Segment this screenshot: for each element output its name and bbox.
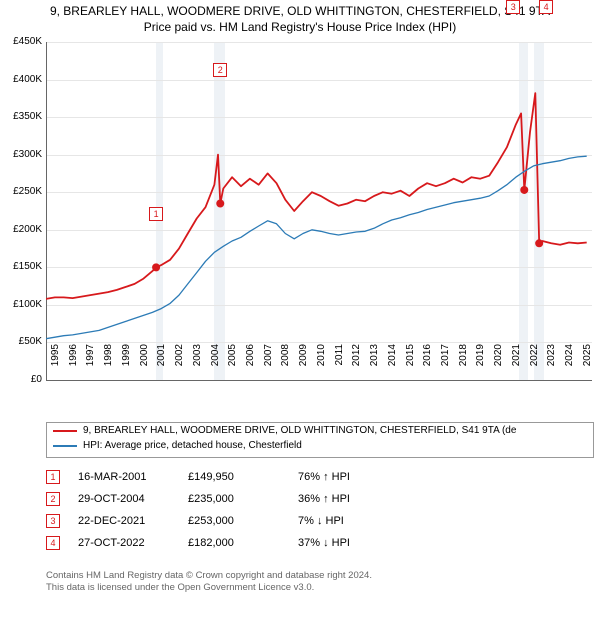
transaction-date: 27-OCT-2022 bbox=[78, 537, 188, 549]
legend-label: 9, BREARLEY HALL, WOODMERE DRIVE, OLD WH… bbox=[83, 425, 516, 436]
transaction-date: 16-MAR-2001 bbox=[78, 471, 188, 483]
y-tick-label: £200K bbox=[2, 224, 42, 235]
y-tick-label: £350K bbox=[2, 111, 42, 122]
legend-item: HPI: Average price, detached house, Ches… bbox=[47, 438, 593, 453]
y-tick-label: £300K bbox=[2, 149, 42, 160]
transaction-date: 22-DEC-2021 bbox=[78, 515, 188, 527]
transaction-date: 29-OCT-2004 bbox=[78, 493, 188, 505]
chart-svg bbox=[46, 42, 592, 380]
transaction-price: £182,000 bbox=[188, 537, 298, 549]
transaction-row-marker: 2 bbox=[46, 492, 60, 506]
transaction-delta: 76% ↑ HPI bbox=[298, 471, 418, 483]
data-attribution: Contains HM Land Registry data © Crown c… bbox=[46, 570, 372, 595]
x-axis bbox=[46, 380, 592, 381]
y-tick-label: £250K bbox=[2, 186, 42, 197]
transaction-row-marker: 1 bbox=[46, 470, 60, 484]
y-tick-label: £100K bbox=[2, 299, 42, 310]
chart-title-line2: Price paid vs. HM Land Registry's House … bbox=[0, 20, 600, 34]
transaction-dot bbox=[216, 199, 224, 207]
y-tick-label: £0 bbox=[2, 374, 42, 385]
transaction-dot bbox=[520, 186, 528, 194]
legend: 9, BREARLEY HALL, WOODMERE DRIVE, OLD WH… bbox=[46, 422, 594, 458]
legend-item: 9, BREARLEY HALL, WOODMERE DRIVE, OLD WH… bbox=[47, 423, 593, 438]
transaction-marker-label: 4 bbox=[539, 0, 553, 14]
legend-swatch bbox=[53, 430, 77, 432]
transactions-table: 1 16-MAR-2001£149,95076% ↑ HPI 2 29-OCT-200… bbox=[46, 466, 418, 554]
transaction-row-marker: 4 bbox=[46, 536, 60, 550]
y-tick-label: £450K bbox=[2, 36, 42, 47]
transaction-marker-label: 2 bbox=[213, 63, 227, 77]
transaction-row: 4 27-OCT-2022£182,00037% ↓ HPI bbox=[46, 532, 418, 554]
transaction-dot bbox=[152, 263, 160, 271]
footer-line1: Contains HM Land Registry data © Crown c… bbox=[46, 570, 372, 582]
transaction-price: £253,000 bbox=[188, 515, 298, 527]
y-tick-label: £150K bbox=[2, 261, 42, 272]
chart-plot-area: £0£50K£100K£150K£200K£250K£300K£350K£400… bbox=[46, 42, 592, 380]
transaction-marker-label: 1 bbox=[149, 207, 163, 221]
y-tick-label: £50K bbox=[2, 336, 42, 347]
legend-swatch bbox=[53, 445, 77, 447]
transaction-delta: 7% ↓ HPI bbox=[298, 515, 418, 527]
transaction-marker-label: 3 bbox=[506, 0, 520, 14]
transaction-dot bbox=[535, 239, 543, 247]
y-tick-label: £400K bbox=[2, 74, 42, 85]
transaction-price: £149,950 bbox=[188, 471, 298, 483]
series-hpi bbox=[46, 156, 587, 339]
transaction-row: 3 22-DEC-2021£253,0007% ↓ HPI bbox=[46, 510, 418, 532]
transaction-row: 1 16-MAR-2001£149,95076% ↑ HPI bbox=[46, 466, 418, 488]
transaction-delta: 36% ↑ HPI bbox=[298, 493, 418, 505]
series-subject bbox=[46, 93, 587, 299]
transaction-delta: 37% ↓ HPI bbox=[298, 537, 418, 549]
footer-line2: This data is licensed under the Open Gov… bbox=[46, 582, 372, 594]
transaction-row-marker: 3 bbox=[46, 514, 60, 528]
legend-label: HPI: Average price, detached house, Ches… bbox=[83, 440, 302, 451]
transaction-price: £235,000 bbox=[188, 493, 298, 505]
transaction-row: 2 29-OCT-2004£235,00036% ↑ HPI bbox=[46, 488, 418, 510]
